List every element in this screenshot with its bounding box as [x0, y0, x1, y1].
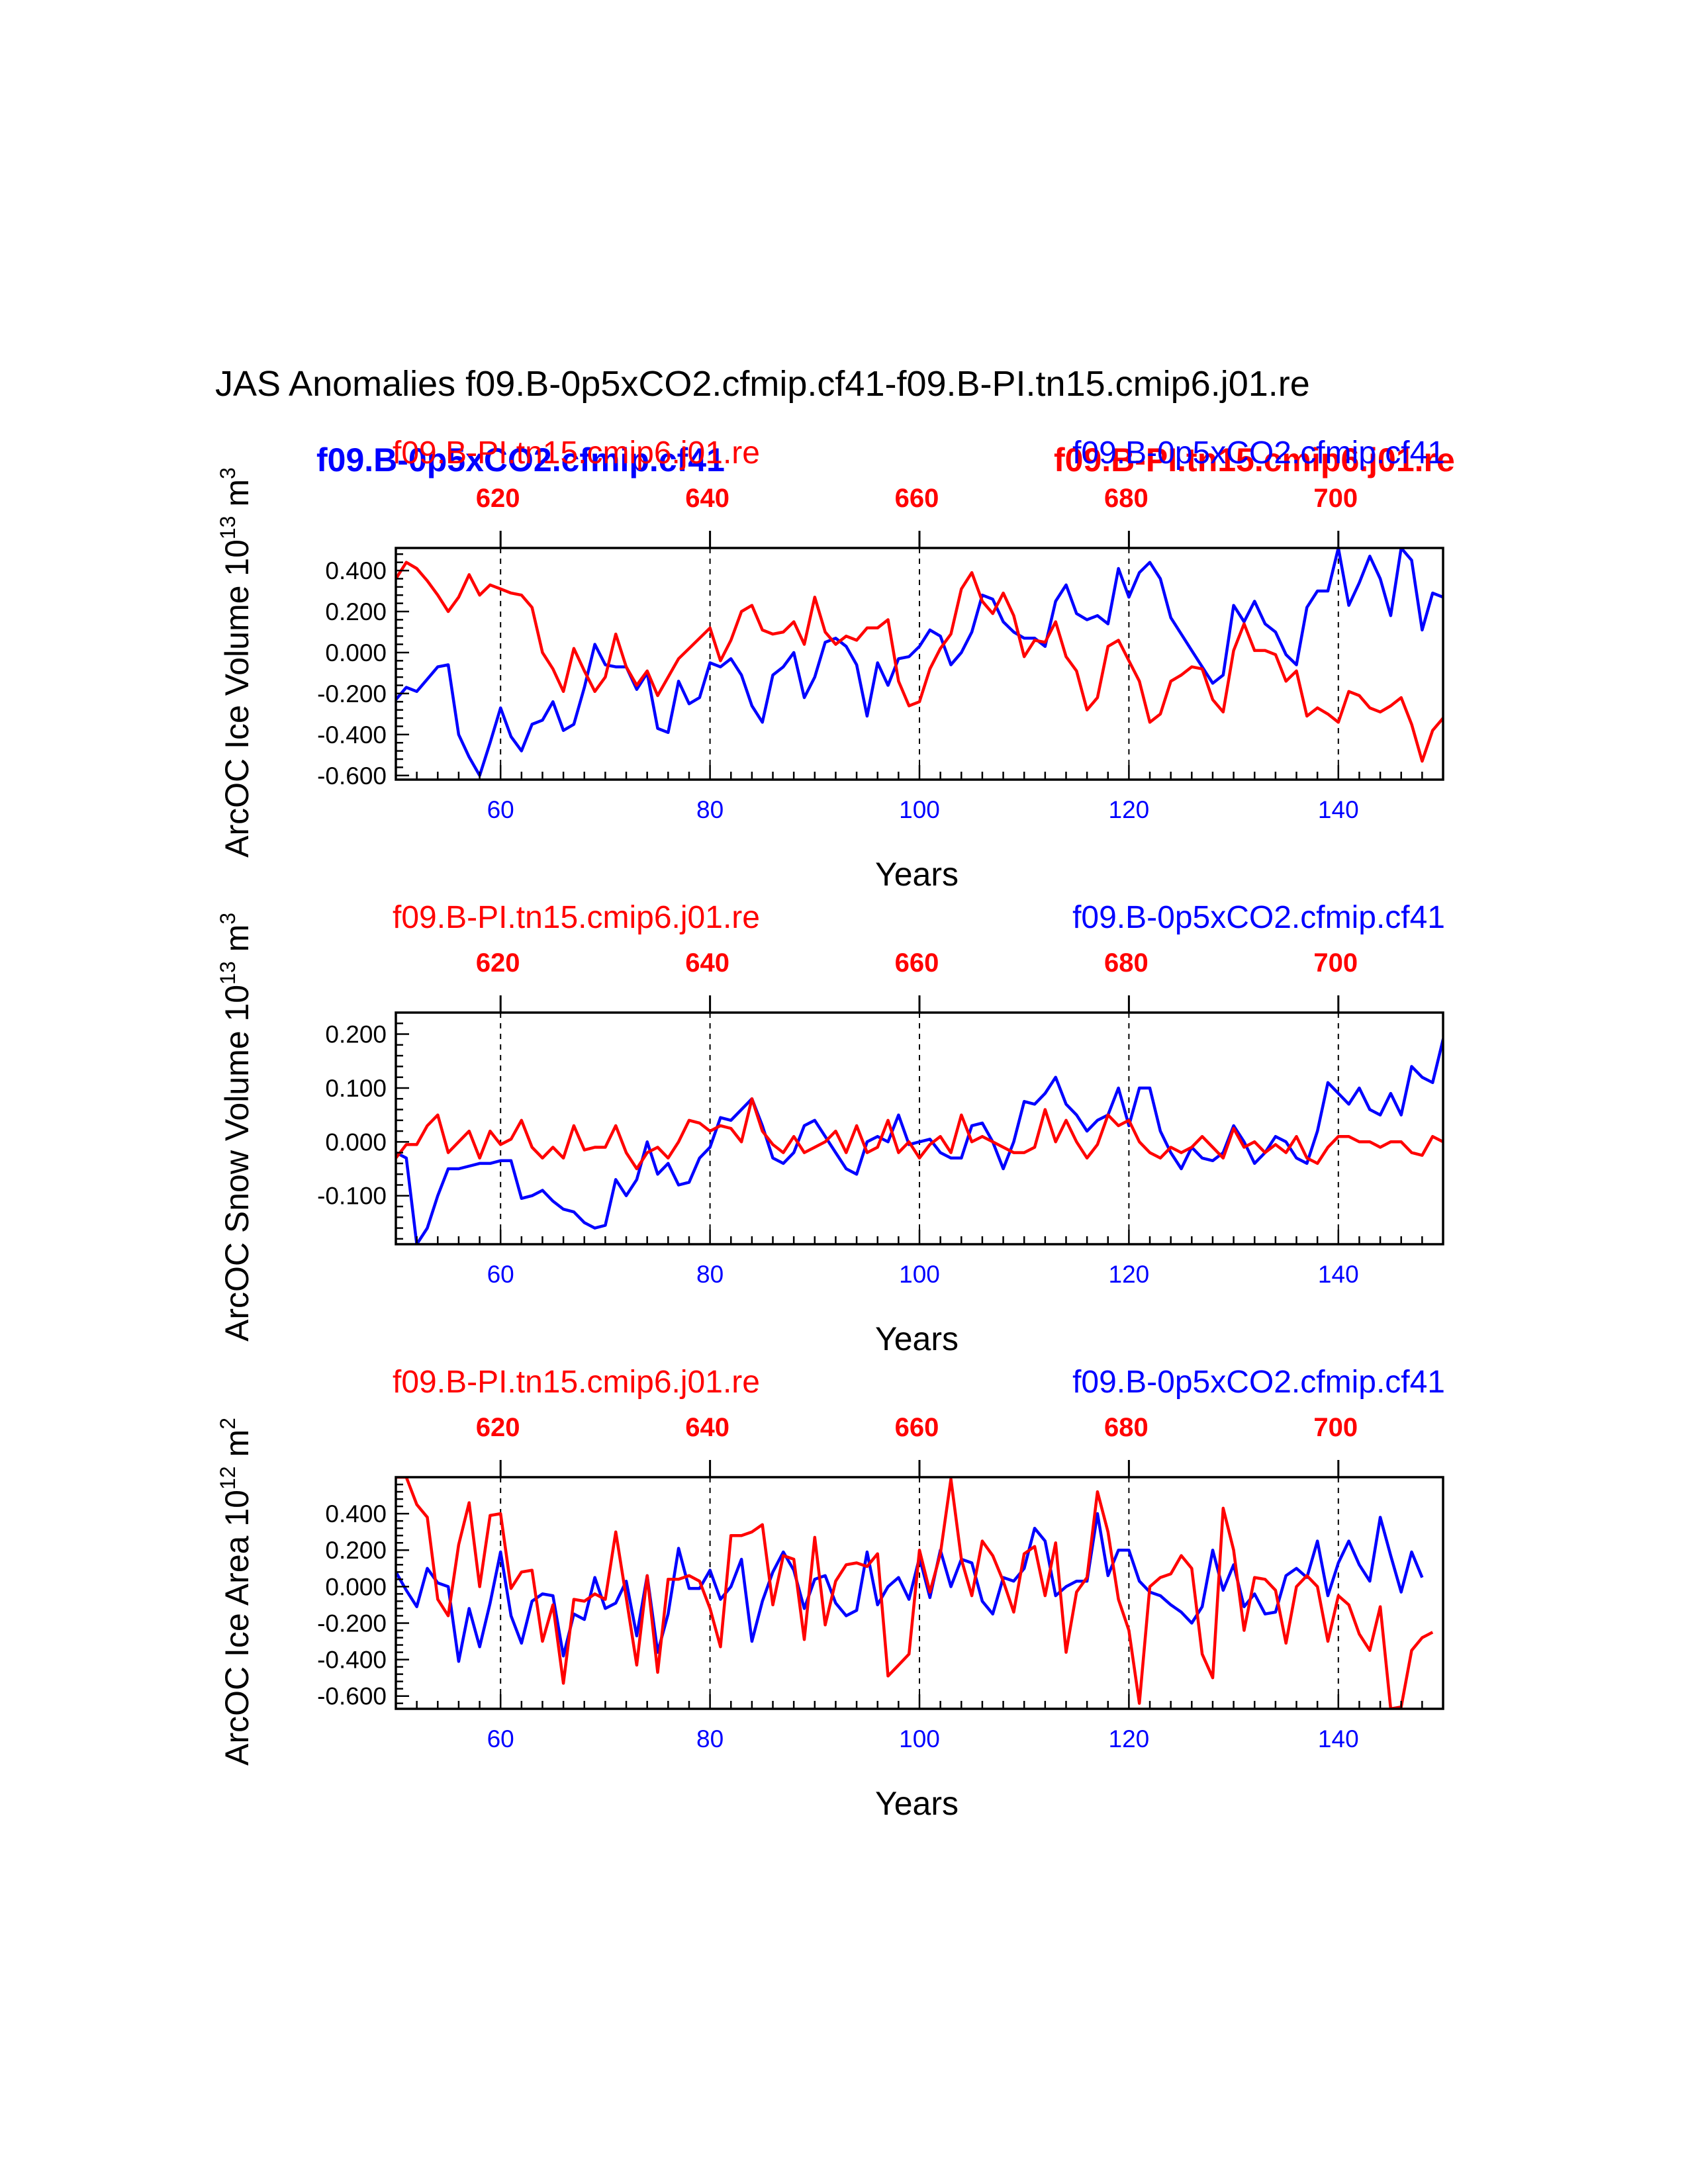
overlay-label-blue: f09.B-0p5xCO2.cfmip.cf41 — [316, 441, 725, 478]
x-tick-label-top: 700 — [1313, 1413, 1358, 1442]
top-right-series-label: f09.B-0p5xCO2.cfmip.cf41 — [1072, 435, 1445, 471]
x-tick-label-bottom: 80 — [696, 796, 724, 823]
y-axis-title-part: 13 — [216, 961, 240, 985]
x-tick-label-bottom: 80 — [696, 1725, 724, 1752]
x-axis-title: Years — [875, 1320, 959, 1357]
x-axis-title: Years — [875, 1785, 959, 1822]
x-tick-label-bottom: 140 — [1318, 1261, 1359, 1288]
top-left-series-label: f09.B-PI.tn15.cmip6.j01.re — [393, 1365, 760, 1400]
x-tick-label-top: 640 — [685, 1413, 729, 1442]
x-tick-label-top: 660 — [895, 1413, 939, 1442]
y-tick-label: -0.100 — [317, 1183, 387, 1210]
y-axis-title: ArcOC Snow Volume 1013 m3 — [216, 913, 256, 1342]
y-axis-title: ArcOC Ice Volume 1013 m3 — [216, 467, 256, 858]
x-tick-label-top: 680 — [1104, 1413, 1149, 1442]
figure-title: JAS Anomalies f09.B-0p5xCO2.cfmip.cf41-f… — [215, 364, 1310, 404]
x-tick-label-bottom: 60 — [487, 796, 514, 823]
top-left-series-label: f09.B-PI.tn15.cmip6.j01.re — [393, 435, 760, 471]
y-tick-label: 0.400 — [325, 557, 387, 584]
x-tick-label-top: 700 — [1313, 484, 1358, 513]
y-tick-label: -0.600 — [317, 1683, 387, 1710]
y-axis-title-part: 3 — [216, 467, 240, 479]
x-tick-label-bottom: 120 — [1109, 1725, 1150, 1752]
y-axis-title-part: m — [218, 925, 256, 962]
series-line-red — [396, 1477, 1434, 1709]
x-tick-label-top: 680 — [1104, 948, 1149, 978]
x-tick-label-bottom: 100 — [899, 796, 940, 823]
y-axis-title-part: m — [218, 479, 256, 516]
y-tick-label: 0.000 — [325, 1128, 387, 1156]
x-axis-title: Years — [875, 856, 959, 893]
x-tick-label-bottom: 120 — [1109, 1261, 1150, 1288]
panel-ice-area: -0.600 -0.400 -0.200 0.000 0.200 0.400 60 80 100… — [216, 1365, 1445, 1822]
y-axis-title-part: 12 — [216, 1466, 240, 1490]
y-axis-title-part: 13 — [216, 516, 240, 539]
x-tick-label-bottom: 100 — [899, 1261, 940, 1288]
x-tick-label-top: 700 — [1313, 948, 1358, 978]
y-tick-label: 0.000 — [325, 639, 387, 666]
overlay-label-red: f09.B-PI.tn15.cmip6.j01.re — [1054, 441, 1455, 478]
x-tick-label-bottom: 60 — [487, 1725, 514, 1752]
series-line-red — [396, 1097, 1443, 1171]
x-tick-label-top: 620 — [476, 948, 520, 978]
x-tick-label-bottom: 100 — [899, 1725, 940, 1752]
y-axis-title-part: ArcOC Ice Area 10 — [218, 1490, 256, 1766]
y-tick-label: 0.200 — [325, 1537, 387, 1564]
y-tick-label: 0.200 — [325, 1021, 387, 1048]
y-axis-title-part: ArcOC Snow Volume 10 — [218, 985, 256, 1342]
x-tick-label-top: 660 — [895, 484, 939, 513]
top-right-series-label: f09.B-0p5xCO2.cfmip.cf41 — [1072, 900, 1445, 935]
top-right-series-label: f09.B-0p5xCO2.cfmip.cf41 — [1072, 1365, 1445, 1400]
y-axis-title-part: m — [218, 1430, 256, 1467]
x-tick-label-bottom: 140 — [1318, 796, 1359, 823]
y-axis-title-part: ArcOC Ice Volume 10 — [218, 539, 256, 858]
x-tick-label-bottom: 80 — [696, 1261, 724, 1288]
x-tick-label-bottom: 120 — [1109, 796, 1150, 823]
series-line-blue — [396, 548, 1443, 778]
series-line-red — [396, 561, 1443, 763]
y-axis-title: ArcOC Ice Area 1012 m2 — [216, 1418, 256, 1766]
x-tick-label-bottom: 140 — [1318, 1725, 1359, 1752]
panel-ice-volume: -0.600 -0.400 -0.200 0.000 0.200 0.400 60 80 100… — [216, 435, 1445, 893]
x-tick-label-top: 660 — [895, 948, 939, 978]
x-tick-label-top: 640 — [685, 484, 729, 513]
x-tick-label-top: 620 — [476, 484, 520, 513]
x-tick-label-top: 680 — [1104, 484, 1149, 513]
y-axis-title-part: 2 — [216, 1418, 240, 1430]
y-tick-label: 0.200 — [325, 598, 387, 625]
x-tick-label-top: 640 — [685, 948, 729, 978]
y-tick-label: -0.600 — [317, 762, 387, 790]
series-line-blue — [396, 1035, 1443, 1244]
y-tick-label: -0.400 — [317, 721, 387, 749]
y-axis-title-part: 3 — [216, 913, 240, 925]
y-tick-label: 0.400 — [325, 1500, 387, 1527]
y-tick-label: 0.000 — [325, 1573, 387, 1600]
top-left-series-label: f09.B-PI.tn15.cmip6.j01.re — [393, 900, 760, 935]
y-tick-label: -0.200 — [317, 1610, 387, 1637]
y-tick-label: -0.200 — [317, 680, 387, 707]
x-tick-label-top: 620 — [476, 1413, 520, 1442]
x-tick-label-bottom: 60 — [487, 1261, 514, 1288]
y-tick-label: 0.100 — [325, 1075, 387, 1102]
panel-snow-volume: -0.100 0.000 0.100 0.200 60 80 100 120 140 620 640… — [216, 900, 1445, 1357]
y-tick-label: -0.400 — [317, 1647, 387, 1674]
